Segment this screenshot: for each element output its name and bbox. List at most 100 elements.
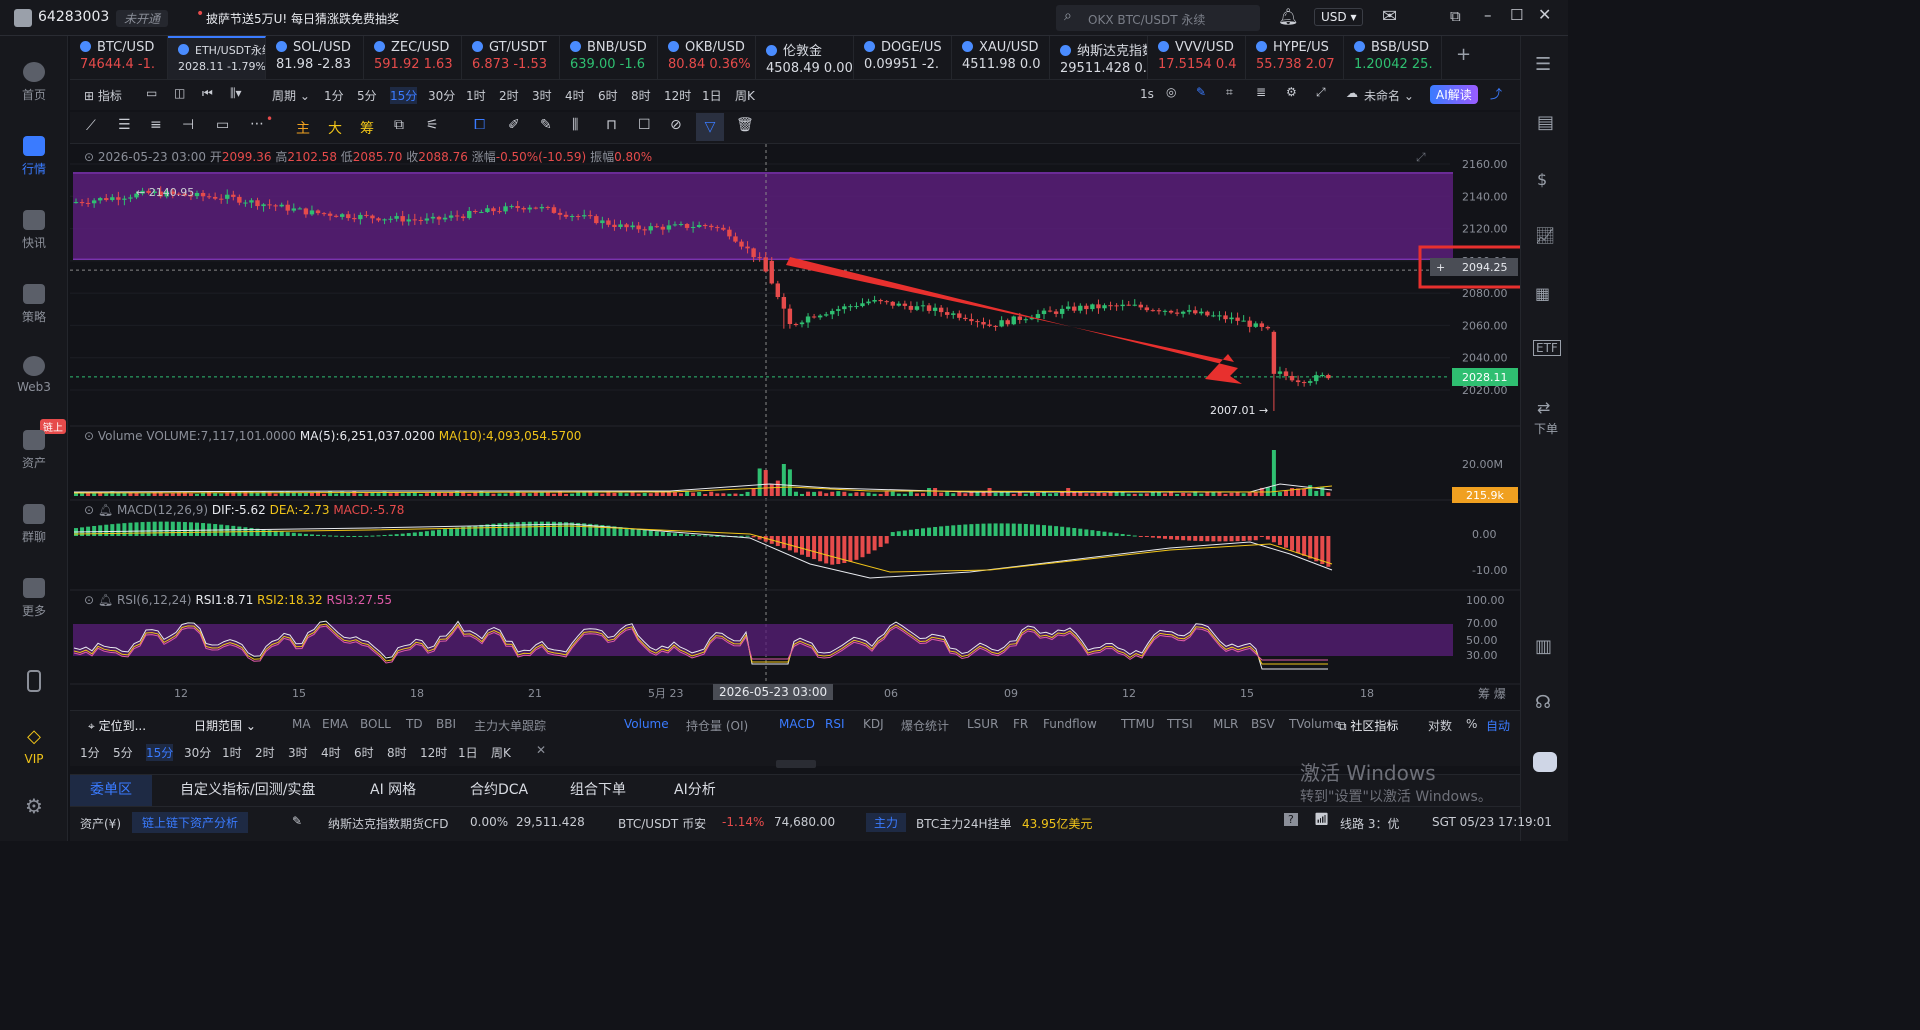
period-option[interactable]: 6时 [598, 89, 618, 103]
indicator-option[interactable]: 爆仓统计 [901, 719, 950, 733]
indicator-option[interactable]: LSUR [967, 717, 999, 731]
layers-icon[interactable]: ≣ [1256, 85, 1267, 99]
indicator-option[interactable]: TTSI [1167, 717, 1193, 731]
date-range-select[interactable]: 日期范围 ⌄ [194, 719, 256, 733]
sidebar-item-web3[interactable]: Web3 [0, 356, 68, 394]
sidebar-item-vip[interactable]: ◇ VIP [0, 726, 68, 766]
minimize-icon[interactable]: – [1484, 6, 1492, 24]
bell-icon[interactable]: 🔔︎ [1278, 7, 1299, 26]
ticker-tab[interactable]: ZEC/USD 591.92 1.63 [364, 36, 462, 79]
tab[interactable]: 组合下单 [570, 782, 626, 798]
bell-icon[interactable]: 🔔︎ [97, 503, 114, 517]
sidebar-item-assets[interactable]: 资产 [0, 430, 68, 471]
log-toggle[interactable]: 对数 [1428, 719, 1453, 733]
close-period-icon[interactable]: ✕ [536, 743, 547, 757]
tab[interactable]: AI分析 [674, 782, 716, 798]
ai-button[interactable]: AI解读 [1430, 85, 1478, 104]
ticker-tab[interactable]: GT/USDT 6.873 -1.53 [462, 36, 560, 79]
layout-icon[interactable]: ⧉ [1450, 7, 1461, 25]
sidebar-item-market[interactable]: 行情 [0, 136, 68, 177]
line-status[interactable]: 线路 3：优 [1340, 817, 1400, 831]
indicator-option[interactable]: MACD [779, 717, 815, 731]
close-icon[interactable]: ✕ [1538, 5, 1552, 24]
chart-expand-icon[interactable]: ⤢ [1416, 150, 1426, 164]
indicator-option[interactable]: RSI [825, 717, 845, 731]
period-option[interactable]: 4时 [565, 89, 585, 103]
ticker-tab[interactable]: HYPE/US 55.738 2.07 [1246, 36, 1344, 79]
period-option[interactable]: 3时 [288, 746, 308, 760]
collapse-handle[interactable] [776, 760, 816, 768]
chart-icon[interactable]: ▦ [1535, 284, 1551, 303]
ruler-icon[interactable]: ✐ [508, 117, 520, 133]
period-option[interactable]: 1日 [702, 89, 722, 103]
trendline-icon[interactable]: ⟋ [86, 118, 96, 134]
period-option[interactable]: 2时 [499, 89, 519, 103]
etf-icon[interactable]: ETF [1533, 340, 1561, 356]
maximize-icon[interactable]: ☐ [1510, 6, 1524, 24]
period-option[interactable]: 2时 [255, 746, 275, 760]
period-option[interactable]: 8时 [631, 89, 651, 103]
fib-icon[interactable]: ⚟ [426, 117, 439, 133]
period-option[interactable]: 周K [491, 746, 511, 760]
percent-toggle[interactable]: % [1466, 717, 1478, 731]
community-indicator[interactable]: ⧉ 社区指标 [1338, 717, 1398, 734]
replay-icon[interactable]: ⏮ [202, 86, 213, 100]
indicator-option[interactable]: KDJ [863, 717, 884, 731]
bot-icon[interactable] [1533, 752, 1557, 772]
collapse-icon[interactable]: ⊙ [84, 429, 98, 443]
vip-status[interactable]: 未开通 [116, 10, 169, 27]
period-option[interactable]: 5分 [113, 746, 133, 760]
stats-icon[interactable]: ⫼ [572, 117, 579, 133]
period-option[interactable]: 8时 [387, 746, 407, 760]
indicator-option[interactable]: FR [1013, 717, 1029, 731]
sidebar-item-mobile[interactable] [0, 670, 68, 696]
indicator-button[interactable]: ⊞ 指标 [84, 87, 122, 104]
collapse-icon[interactable]: ⊙ [84, 593, 98, 607]
layout-name[interactable]: 未命名 ⌄ [1364, 89, 1414, 103]
period-option[interactable]: 15分 [146, 744, 174, 761]
indicator-option[interactable]: TVolume [1289, 717, 1341, 731]
edit-icon[interactable]: ✎ [292, 814, 303, 828]
cloud-icon[interactable]: ☁ [1346, 86, 1358, 100]
chart-canvas[interactable]: ← 2140.95 2007.01 → 2160.00 2140.00 2120.00 2… [70, 144, 1520, 710]
layout-split-icon[interactable]: ◫ [174, 86, 186, 100]
share-icon[interactable]: ⤴ [1490, 87, 1503, 101]
add-ticker-icon[interactable]: + [1456, 44, 1472, 65]
period-option[interactable]: 1时 [222, 746, 242, 760]
ticker-tab[interactable]: SOL/USD 81.98 -2.83 [266, 36, 364, 79]
hline-icon[interactable]: ⊣ [182, 117, 195, 133]
measure-icon[interactable]: ⧉ [394, 117, 404, 133]
period-option[interactable]: 1日 [458, 746, 478, 760]
lock-icon[interactable]: ⊓ [606, 117, 617, 133]
sidebar-item-news[interactable]: 快讯 [0, 210, 68, 251]
calendar-icon[interactable]: ▭ [146, 86, 158, 100]
sidebar-item-home[interactable]: 首页 [0, 62, 68, 103]
copy-icon[interactable]: ⧠ [474, 117, 486, 133]
chart-area[interactable]: ← 2140.95 2007.01 → 2160.00 2140.00 2120.00 2… [70, 144, 1520, 710]
period-option[interactable]: 15分 [390, 87, 418, 104]
interval-label[interactable]: 1s [1140, 87, 1154, 101]
indicator-option[interactable]: MLR [1213, 717, 1239, 731]
order-icon[interactable]: ⇄ [1537, 398, 1551, 417]
period-option[interactable]: 3时 [532, 89, 552, 103]
ticker-tab[interactable]: BNB/USD 639.00 -1.6 [560, 36, 658, 79]
ticker-tab[interactable]: OKB/USD 80.84 0.36% [658, 36, 756, 79]
indicator-option[interactable]: BBI [436, 717, 457, 731]
crosshair-plus-icon[interactable]: + [1436, 261, 1445, 274]
locate-button[interactable]: ⌖ 定位到... [88, 717, 146, 734]
filter-icon[interactable]: ▽ [696, 113, 724, 141]
chip-tool[interactable]: 筹 [360, 121, 374, 137]
chain-analysis-button[interactable]: 链上链下资产分析 [132, 812, 249, 833]
note-icon[interactable]: ☐ [638, 117, 651, 133]
ticker-tab[interactable]: BTC/USD 74644.4 -1. [70, 36, 168, 79]
period-option[interactable]: 30分 [184, 746, 212, 760]
auto-toggle[interactable]: 自动 [1486, 719, 1511, 733]
indicator-option[interactable]: Volume [624, 717, 669, 731]
tab[interactable]: 自定义指标/回测/实盘 [180, 782, 316, 798]
ticker-tab[interactable]: 伦敦金 4508.49 0.00% [756, 36, 854, 79]
sidebar-item-settings[interactable]: ⚙ [0, 794, 68, 820]
fullscreen-icon[interactable]: ⤢ [1316, 85, 1326, 99]
avatar[interactable] [14, 9, 32, 27]
period-option[interactable]: 周K [735, 89, 755, 103]
camera-icon[interactable]: ◎ [1166, 85, 1177, 99]
